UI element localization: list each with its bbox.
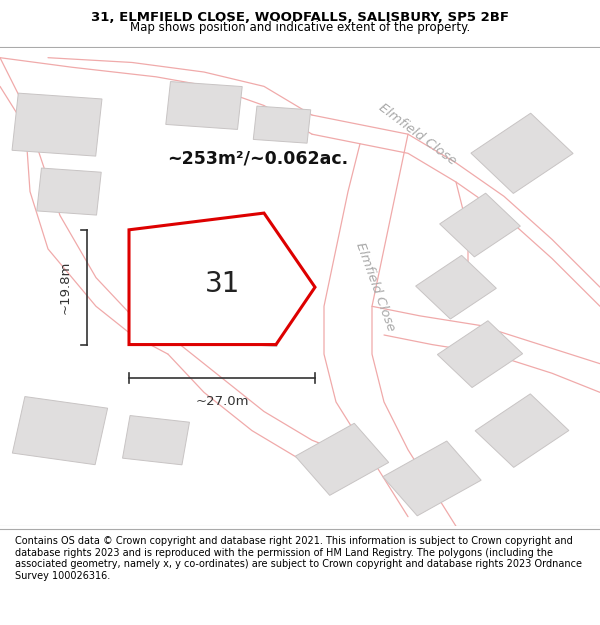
- Polygon shape: [12, 93, 102, 156]
- Polygon shape: [383, 441, 481, 516]
- Text: Map shows position and indicative extent of the property.: Map shows position and indicative extent…: [130, 21, 470, 34]
- Polygon shape: [475, 394, 569, 468]
- Text: ~19.8m: ~19.8m: [59, 261, 72, 314]
- Polygon shape: [253, 106, 311, 143]
- Polygon shape: [129, 213, 315, 344]
- Polygon shape: [217, 304, 281, 347]
- Polygon shape: [440, 193, 520, 257]
- Polygon shape: [192, 240, 246, 277]
- Text: 31, ELMFIELD CLOSE, WOODFALLS, SALISBURY, SP5 2BF: 31, ELMFIELD CLOSE, WOODFALLS, SALISBURY…: [91, 11, 509, 24]
- Text: ~27.0m: ~27.0m: [195, 395, 249, 408]
- Polygon shape: [295, 423, 389, 496]
- Polygon shape: [416, 256, 496, 319]
- Text: 31: 31: [205, 270, 240, 298]
- Text: Elmfield Close: Elmfield Close: [376, 101, 458, 168]
- Text: Elmfield Close: Elmfield Close: [353, 241, 397, 333]
- Polygon shape: [437, 321, 523, 388]
- Text: ~253m²/~0.062ac.: ~253m²/~0.062ac.: [167, 149, 349, 167]
- Polygon shape: [471, 113, 573, 193]
- Polygon shape: [122, 416, 190, 465]
- Polygon shape: [13, 396, 107, 465]
- Polygon shape: [37, 168, 101, 215]
- Text: Contains OS data © Crown copyright and database right 2021. This information is : Contains OS data © Crown copyright and d…: [15, 536, 582, 581]
- Polygon shape: [166, 82, 242, 129]
